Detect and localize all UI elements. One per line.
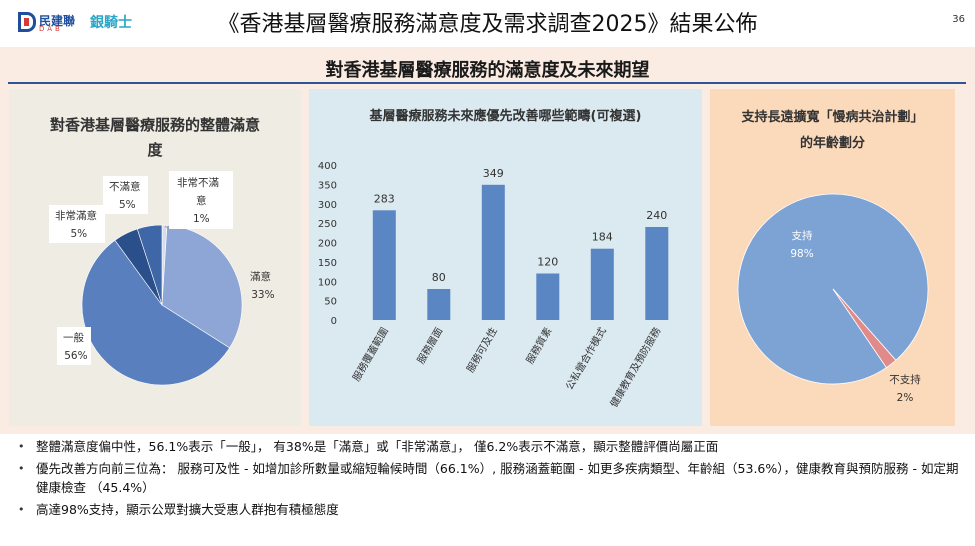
x-tick-label: 服務可及性 <box>464 325 500 375</box>
summary-bullet-text: 優先改善方向前三位為： 服務可及性 - 如增加診所數量或縮短輪候時間（66.1%… <box>36 461 959 495</box>
support-pie-chart: 支持 98% 不支持 2% <box>737 193 929 404</box>
y-tick-label: 400 <box>318 161 337 172</box>
support-pie-panel: 支持長遠擴寬「慢病共治計劃」的年齡劃分 支持 98% 不支持 2% <box>710 89 955 426</box>
x-tick-label: 服務質素 <box>523 325 554 366</box>
support-pie-slice <box>832 288 897 369</box>
slice-percent-text: 33% <box>251 289 274 301</box>
x-tick-label: 服務覆蓋範圍 <box>350 325 391 383</box>
label-box <box>103 176 148 214</box>
slice-label-text: 非常滿意 <box>55 209 97 222</box>
bar <box>645 227 669 320</box>
satisfaction-pie-slice <box>136 224 163 306</box>
silver-knight-logo: 銀騎士 <box>90 10 142 36</box>
x-tick-label: 服務層面 <box>414 325 445 366</box>
priority-bar-title: 基層醫療服務未來應優先改善哪些範疇(可複選) <box>369 109 642 124</box>
slice-percent-text: 56% <box>64 350 87 362</box>
bar <box>481 184 505 320</box>
summary-bullet-text: 高達98%支持，顯示公眾對擴大受惠人群抱有積極態度 <box>36 502 339 517</box>
summary-bullet: • 整體滿意度偏中性，56.1%表示「一般」， 有38%是「滿意」或「非常滿意」… <box>8 437 968 456</box>
y-tick-label: 50 <box>324 297 337 308</box>
support-pie-title: 支持長遠擴寬「慢病共治計劃」的年齡劃分 <box>741 110 924 151</box>
dab-logo-text: 民建聯 <box>39 14 76 28</box>
summary-bullet-text: 整體滿意度偏中性，56.1%表示「一般」， 有38%是「滿意」或「非常滿意」， … <box>36 439 719 454</box>
y-tick-label: 250 <box>318 219 337 230</box>
bar <box>427 289 451 320</box>
summary-bullet: • 優先改善方向前三位為： 服務可及性 - 如增加診所數量或縮短輪候時間（66.… <box>8 459 968 497</box>
bar <box>536 273 560 320</box>
summary-bullet: • 高達98%支持，顯示公眾對擴大受惠人群抱有積極態度 <box>8 500 968 519</box>
bar <box>372 210 396 320</box>
slice-label-text: 一般 <box>63 331 84 344</box>
satisfaction-pie-slice <box>81 239 230 386</box>
y-tick-label: 0 <box>331 316 337 327</box>
satisfaction-pie-label: 非常滿意 5% <box>49 205 105 243</box>
summary-bullets: • 整體滿意度偏中性，56.1%表示「一般」， 有38%是「滿意」或「非常滿意」… <box>8 437 968 522</box>
slice-label-text: 不支持 <box>889 373 921 386</box>
slice-label-text: 滿意 <box>250 270 271 283</box>
y-tick-label: 200 <box>318 239 337 250</box>
bullet-marker: • <box>18 503 25 516</box>
slice-label-text: 不滿意 <box>109 180 141 193</box>
satisfaction-pie-panel: 對香港基層醫療服務的整體滿意度 非常不滿意 1% 滿意 33% 一般 56% 非常滿意 5% 不… <box>9 89 301 426</box>
priority-bar-panel: 基層醫療服務未來應優先改善哪些範疇(可複選) 0 50 100 150 200 250 30… <box>309 89 702 426</box>
bullet-marker: • <box>18 440 25 453</box>
slice-percent-text: 2% <box>897 392 914 404</box>
bar-value-label: 240 <box>646 209 667 222</box>
bar <box>590 248 614 320</box>
page-title: 《香港基層醫療服務滿意度及需求調查2025》結果公佈 <box>217 12 758 37</box>
satisfaction-pie-label: 不滿意 5% <box>103 176 148 214</box>
satisfaction-pie-label: 滿意 33% <box>250 270 275 301</box>
y-tick-label: 300 <box>318 200 337 211</box>
bullet-marker: • <box>18 462 25 475</box>
bar-value-label: 349 <box>483 167 504 180</box>
label-box <box>57 327 91 365</box>
subtitle-underline <box>8 82 966 84</box>
bar-value-label: 184 <box>592 231 613 244</box>
header: 民建聯 DAB 銀騎士 《香港基層醫療服務滿意度及需求調查2025》結果公佈 3… <box>0 0 975 44</box>
label-box <box>49 205 105 243</box>
label-box <box>169 171 233 229</box>
page-number: 36 <box>952 14 965 25</box>
silver-knight-logo-text: 銀騎士 <box>90 15 132 31</box>
dab-logo-mark-icon <box>18 12 36 32</box>
slice-label-text: 意 <box>196 194 207 207</box>
dab-logo-subtext: DAB <box>39 25 63 33</box>
y-tick-label: 350 <box>318 180 337 191</box>
bar-value-label: 80 <box>432 271 446 284</box>
slice-label-text: 支持 <box>792 229 813 242</box>
x-tick-label: 公私營合作模式 <box>563 325 609 392</box>
section-subtitle: 對香港基層醫療服務的滿意度及未來期望 <box>325 60 650 81</box>
dab-logo: 民建聯 DAB <box>18 12 84 34</box>
satisfaction-pie-label: 一般 56% <box>57 327 91 365</box>
x-tick-label: 健康教育及預防服務 <box>607 325 663 409</box>
bar-value-label: 283 <box>374 192 395 205</box>
slice-percent-text: 1% <box>193 213 210 225</box>
priority-bar-chart: 0 50 100 150 200 250 300 350 400 283 服務覆蓋範圍 80 服務層面 3… <box>318 161 669 409</box>
leader-line <box>164 225 170 230</box>
bar-value-label: 120 <box>537 256 558 269</box>
slice-percent-text: 98% <box>790 248 813 260</box>
slice-percent-text: 5% <box>71 228 88 240</box>
satisfaction-pie-title: 對香港基層醫療服務的整體滿意度 <box>49 116 260 159</box>
y-tick-label: 100 <box>318 277 337 288</box>
slice-label-text: 非常不滿 <box>177 176 219 189</box>
slice-percent-text: 5% <box>119 199 136 211</box>
y-tick-label: 150 <box>318 258 337 269</box>
